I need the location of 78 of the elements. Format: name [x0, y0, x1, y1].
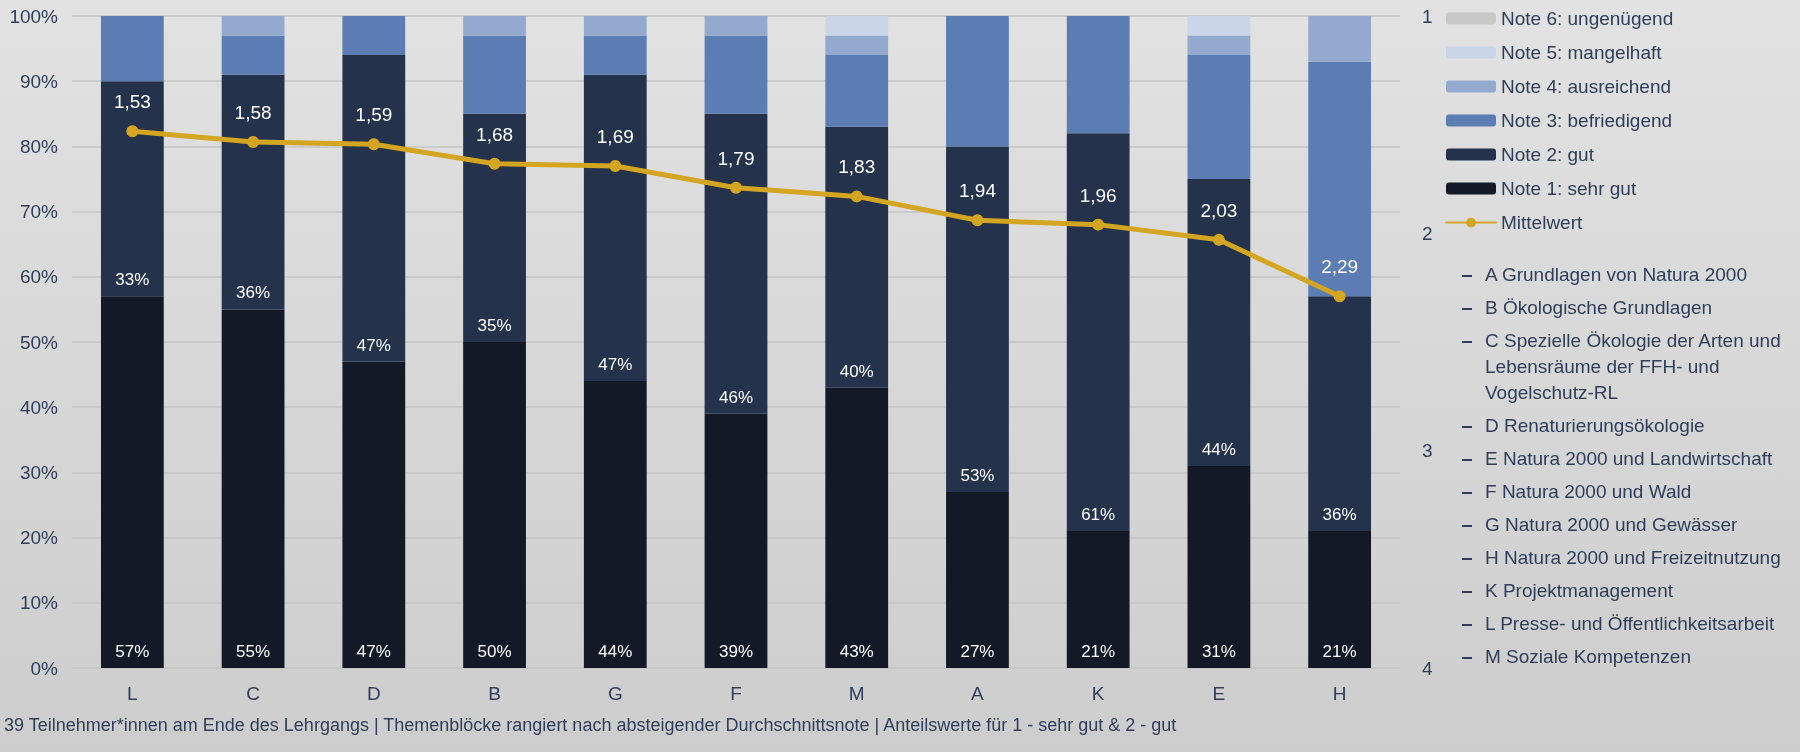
text: K Projektmanagement [1485, 579, 1674, 603]
data-label: 2,03 [1200, 199, 1238, 221]
y2-tick-label: 1 [1422, 5, 1433, 27]
data-label: 1,83 [838, 156, 876, 178]
data-label: 44% [1201, 439, 1236, 459]
x-tick-label: G [607, 683, 623, 704]
y-tick-label: 40% [19, 396, 59, 418]
text: E Natura 2000 und Landwirtschaft [1485, 447, 1774, 471]
data-label: 47% [598, 355, 633, 375]
legend-label: Note 2: gut [1501, 144, 1595, 165]
data-label: 43% [839, 642, 874, 661]
text: C Spezielle Ökologie der Arten und Lebensräume der FFH- und Vogelschutz-RL [1485, 329, 1782, 405]
text: F Natura 2000 und Wald [1485, 480, 1693, 504]
data-label: 46% [718, 387, 754, 407]
text: G Natura 2000 und Gewässer [1485, 513, 1739, 537]
y-tick-label: 0% [30, 657, 59, 679]
data-label: 21% [1322, 642, 1357, 661]
text: L Presse- und Öffentlichkeitsarbeit [1485, 612, 1776, 636]
y-tick-label: 10% [19, 592, 59, 614]
x-tick-label: L [127, 683, 138, 704]
data-label: 1,69 [596, 125, 634, 147]
y-tick-label: 80% [19, 135, 59, 157]
data-label: 2,29 [1321, 256, 1359, 278]
legend-label: Note 1: sehr gut [1501, 178, 1637, 199]
x-tick-label: D [366, 683, 381, 704]
data-label: 1,96 [1079, 184, 1117, 206]
data-label: 1,58 [234, 102, 272, 124]
y-tick-label: 90% [19, 70, 59, 92]
y2-tick-label: 4 [1422, 657, 1433, 679]
y-tick-label: 100% [9, 5, 59, 27]
data-label: 33% [115, 270, 150, 290]
x-tick-label: C [246, 683, 260, 704]
data-label: 44% [598, 642, 633, 661]
x-tick-label: F [730, 683, 742, 704]
x-tick-label: H [1332, 683, 1347, 704]
y-tick-label: 50% [19, 331, 59, 353]
data-label: 21% [1081, 642, 1116, 661]
text: D Renaturierungsökologie [1485, 414, 1706, 438]
legend-label: Note 4: ausreichend [1501, 76, 1672, 97]
x-tick-label: M [848, 683, 865, 704]
data-label: 57% [115, 642, 150, 661]
y2-tick-label: 2 [1422, 222, 1433, 244]
data-label: 47% [356, 335, 391, 355]
y2-tick-label: 3 [1422, 440, 1433, 462]
data-label: 35% [477, 316, 512, 335]
data-label: 61% [1081, 505, 1116, 525]
data-label: 1,68 [476, 123, 514, 145]
data-label: 36% [1322, 505, 1357, 525]
data-label: 1,53 [113, 91, 151, 113]
text: M Soziale Kompetenzen [1485, 645, 1692, 669]
data-label: 31% [1201, 642, 1236, 661]
data-label: 39% [718, 642, 754, 661]
text: H Natura 2000 und Freizeitnutzung [1485, 546, 1782, 570]
data-label: 27% [960, 642, 995, 661]
x-tick-label: E [1212, 683, 1226, 704]
data-label: 36% [236, 283, 271, 303]
text: B Ökologische Grundlagen [1485, 296, 1714, 320]
data-label: 53% [960, 465, 995, 485]
legend-label: Mittelwert [1501, 212, 1584, 233]
text: A Grundlagen von Natura 2000 [1485, 263, 1748, 287]
y-tick-label: 20% [19, 527, 59, 549]
x-tick-label: B [488, 683, 501, 704]
y-tick-label: 60% [19, 266, 59, 288]
legend-label: Note 3: befriedigend [1501, 110, 1673, 131]
legend-label: Note 6: ungenügend [1501, 8, 1674, 29]
data-label: 55% [236, 642, 271, 661]
y-tick-label: 70% [19, 201, 59, 223]
data-label: 1,79 [717, 147, 755, 169]
x-tick-label: A [971, 683, 985, 704]
x-tick-label: K [1091, 683, 1105, 704]
data-label: 40% [839, 361, 874, 381]
data-label: 1,59 [355, 104, 393, 126]
text: 39 Teilnehmer*innen am Ende des Lehrgangs | Themenblöcke rangiert nach absteigender Durchschnittsnote | Anteilswerte für 1 - sehr gut & 2 - gut [4, 715, 1177, 735]
legend-label: Note 5: mangelhaft [1501, 42, 1663, 63]
data-label: 1,94 [958, 180, 997, 202]
data-label: 50% [477, 642, 512, 661]
data-label: 47% [356, 642, 391, 661]
y-tick-label: 30% [19, 461, 59, 483]
